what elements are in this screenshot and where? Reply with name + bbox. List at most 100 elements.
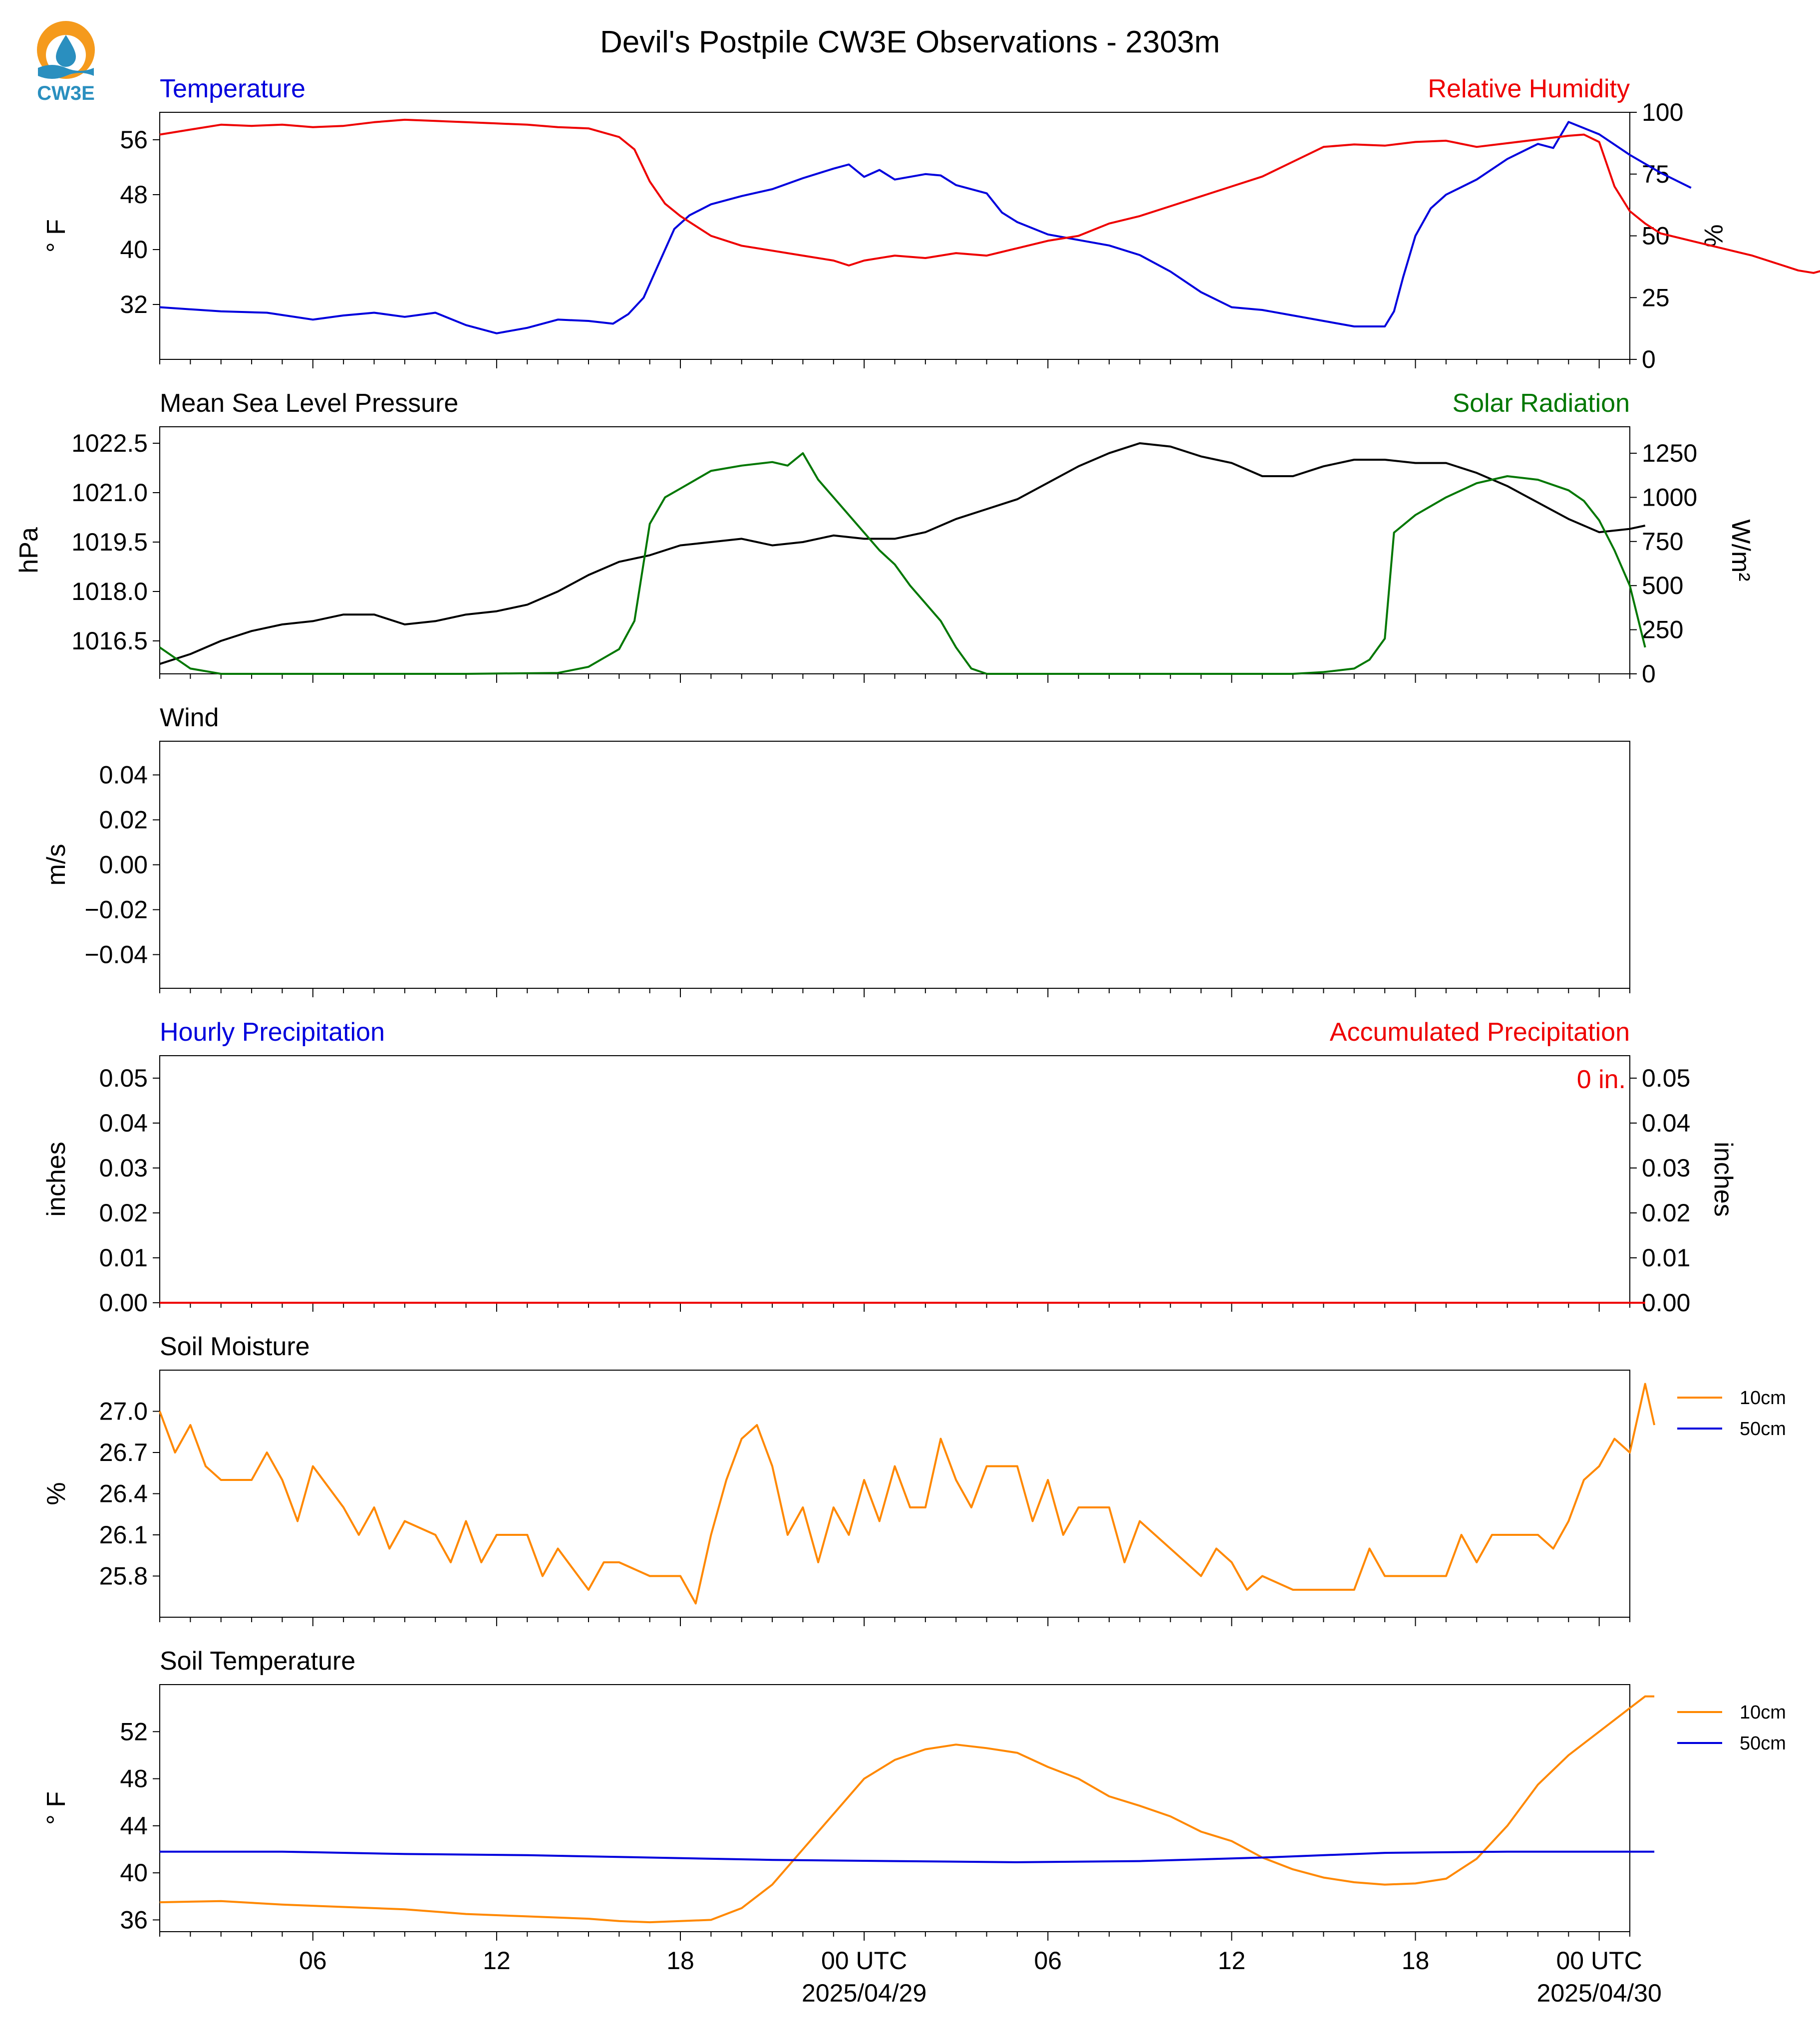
y-axis-label-left: % <box>42 1482 71 1505</box>
y-tick-label-left: 36 <box>120 1906 148 1934</box>
panel-soil-temp: Soil Temperature 36 40 44 48 52 ° F 10cm 50cm <box>42 1647 1786 1941</box>
panel-frame <box>159 112 1630 360</box>
panel-title-left: Soil Temperature <box>160 1647 355 1676</box>
y-tick-label-left: 1016.5 <box>71 627 148 655</box>
y-tick-label-right: 750 <box>1642 528 1683 556</box>
series-line-10cm <box>159 1383 1656 1605</box>
logo-text: CW3E <box>37 82 95 104</box>
figure-title: Devil's Postpile CW3E Observations - 230… <box>600 25 1220 59</box>
legend-label: 50cm <box>1740 1419 1786 1440</box>
panel-wind: Wind −0.04 −0.02 0.00 0.02 0.04 m/s <box>42 703 1630 997</box>
x-tick-label-0: 06 <box>299 1947 327 1975</box>
y-tick-label-left: 0.00 <box>99 1289 148 1317</box>
y-tick-label-left: 52 <box>120 1718 148 1745</box>
panel-pressure-solar: Mean Sea Level Pressure Solar Radiation 10… <box>14 389 1755 688</box>
accumulated-total: 0 in. <box>1577 1065 1626 1094</box>
y-tick-label-left: 1018.0 <box>71 578 148 605</box>
y-tick-label-right: 0.01 <box>1642 1244 1690 1272</box>
panel-temp-rh: Temperature Relative Humidity 32 40 48 56 ° F 0… <box>42 74 1820 373</box>
x-axis-labels: 06 12 18 00 UTC 06 12 18 00 UTC 2025/04/… <box>299 1947 1662 2007</box>
y-axis-label-right: W/m² <box>1726 519 1755 581</box>
panel-title-left: Mean Sea Level Pressure <box>160 389 458 418</box>
y-tick-label-left: 26.1 <box>99 1521 148 1549</box>
panel-frame <box>159 1370 1630 1618</box>
x-tick-label-3: 00 UTC <box>821 1947 907 1975</box>
cw3e-logo: CW3E <box>37 21 95 104</box>
y-tick-label-left: 0.02 <box>99 806 148 834</box>
y-tick-label-right: 0.04 <box>1642 1109 1690 1137</box>
legend-label: 10cm <box>1740 1702 1786 1723</box>
y-tick-label-right: 1000 <box>1642 483 1697 511</box>
y-tick-label-left: 48 <box>120 1765 148 1793</box>
panel-frame <box>159 741 1630 989</box>
panel-precip: Hourly Precipitation Accumulated Precipit… <box>42 1018 1738 1317</box>
x-tick-label-5: 12 <box>1218 1947 1246 1975</box>
y-axis-label-left: inches <box>42 1142 71 1216</box>
y-tick-label-left: 0.04 <box>99 761 148 789</box>
y-axis-label-left: ° F <box>42 219 71 253</box>
y-tick-label-left: 56 <box>120 126 148 154</box>
x-date-label-0: 2025/04/29 <box>802 1979 926 2007</box>
y-tick-label-left: 0.02 <box>99 1199 148 1227</box>
panel-frame <box>159 426 1630 674</box>
y-tick-label-right: 0.02 <box>1642 1199 1690 1227</box>
y-tick-label-left: −0.02 <box>84 896 148 924</box>
y-tick-label-right: 0.00 <box>1642 1289 1690 1317</box>
y-axis-label-left: m/s <box>42 844 71 886</box>
y-tick-label-left: 25.8 <box>99 1562 148 1590</box>
y-tick-label-right: 500 <box>1642 572 1683 599</box>
y-tick-label-left: −0.04 <box>84 941 148 969</box>
y-tick-label-left: 1022.5 <box>71 429 148 457</box>
x-tick-label-4: 06 <box>1034 1947 1062 1975</box>
y-tick-label-right: 0.05 <box>1642 1064 1690 1092</box>
y-tick-label-right: 1250 <box>1642 439 1697 467</box>
series-line-temperature <box>159 121 1692 334</box>
y-tick-label-right: 0 <box>1642 345 1656 373</box>
chart-panels: Temperature Relative Humidity 32 40 48 56 ° F 0… <box>14 74 1820 1941</box>
panel-soil-moisture: Soil Moisture 25.8 26.1 26.4 26.7 27.0% 10cm 50… <box>42 1332 1786 1626</box>
series-line-mean-sea-level-pressure <box>159 442 1646 665</box>
x-tick-label-7: 00 UTC <box>1556 1947 1642 1975</box>
panel-title-left: Hourly Precipitation <box>160 1018 385 1047</box>
panel-title-right: Relative Humidity <box>1428 74 1630 103</box>
y-tick-label-right: 0.03 <box>1642 1154 1690 1182</box>
y-tick-label-left: 1021.0 <box>71 479 148 507</box>
x-tick-label-6: 18 <box>1402 1947 1430 1975</box>
y-tick-label-right: 100 <box>1642 98 1683 126</box>
panel-title-left: Soil Moisture <box>160 1332 310 1361</box>
y-tick-label-left: 26.4 <box>99 1480 148 1508</box>
y-tick-label-left: 0.03 <box>99 1154 148 1182</box>
y-tick-label-left: 0.01 <box>99 1244 148 1272</box>
y-tick-label-left: 0.05 <box>99 1064 148 1092</box>
panel-frame <box>159 1055 1630 1303</box>
y-tick-label-left: 32 <box>120 290 148 318</box>
y-tick-label-left: 40 <box>120 1859 148 1887</box>
panel-title-left: Temperature <box>160 74 305 103</box>
y-tick-label-left: 48 <box>120 181 148 209</box>
panel-title-right: Solar Radiation <box>1452 389 1630 418</box>
y-tick-label-left: 0.00 <box>99 851 148 879</box>
panel-title-right: Accumulated Precipitation <box>1330 1018 1630 1047</box>
y-tick-label-left: 44 <box>120 1812 148 1840</box>
y-tick-label-left: 40 <box>120 236 148 264</box>
y-tick-label-left: 26.7 <box>99 1439 148 1466</box>
panel-frame <box>159 1684 1630 1932</box>
y-tick-label-right: 0 <box>1642 660 1656 688</box>
x-tick-label-2: 18 <box>666 1947 694 1975</box>
series-line-solar-radiation <box>159 452 1646 675</box>
y-tick-label-left: 27.0 <box>99 1398 148 1426</box>
y-tick-label-left: 1019.5 <box>71 528 148 556</box>
y-axis-label-left: ° F <box>42 1791 71 1825</box>
x-date-label-1: 2025/04/30 <box>1537 1979 1662 2007</box>
legend-label: 10cm <box>1740 1388 1786 1409</box>
series-line-50cm <box>160 1850 1655 1863</box>
y-tick-label-right: 25 <box>1642 284 1670 311</box>
x-tick-label-1: 12 <box>483 1947 511 1975</box>
series-line-10cm <box>159 1695 1655 1924</box>
y-axis-label-right: inches <box>1709 1142 1738 1216</box>
panel-title-left: Wind <box>160 703 219 732</box>
y-axis-label-left: hPa <box>14 527 43 574</box>
legend-label: 50cm <box>1740 1733 1786 1754</box>
y-tick-label-left: 0.04 <box>99 1109 148 1137</box>
